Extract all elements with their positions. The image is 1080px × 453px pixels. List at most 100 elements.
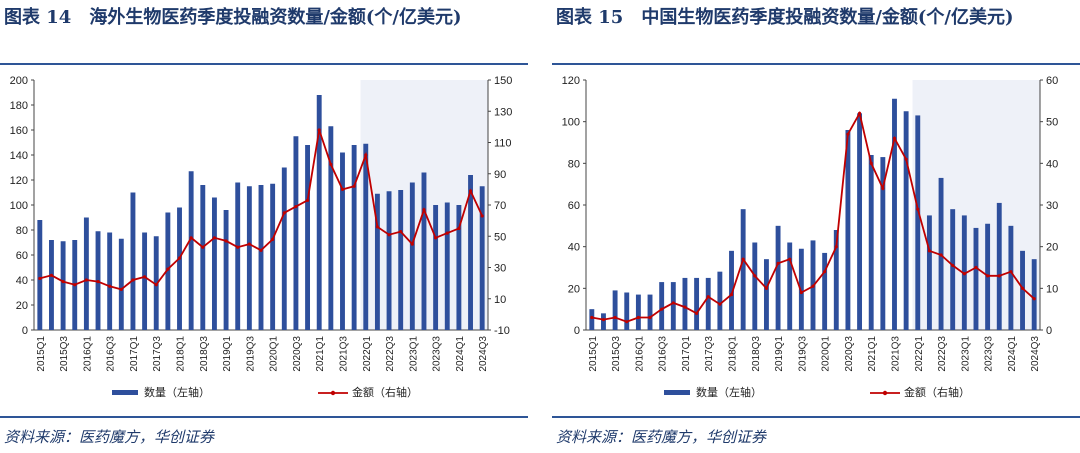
line-point: [823, 270, 827, 274]
x-tick-label: 2018Q3: [751, 336, 762, 372]
bar: [421, 172, 427, 330]
line-point: [671, 301, 675, 305]
bar: [868, 155, 874, 330]
bar: [433, 205, 439, 330]
x-tick-label: 2023Q3: [984, 336, 995, 372]
line-point: [904, 157, 908, 161]
line-point: [927, 249, 932, 253]
right-axis-tick-label: 70: [494, 200, 506, 212]
line-point: [601, 317, 606, 322]
x-tick-label: 2024Q1: [1007, 336, 1018, 372]
line-point: [422, 208, 426, 212]
bar: [729, 250, 734, 330]
line-point: [61, 279, 65, 284]
line-point: [445, 231, 449, 235]
x-tick-label: 2015Q1: [588, 336, 599, 372]
legend-bar-swatch: [664, 390, 690, 395]
line-point: [480, 214, 484, 218]
line-point: [753, 274, 757, 278]
right-axis-tick-label: 30: [1046, 200, 1058, 212]
line-point: [916, 207, 920, 211]
right-axis-tick-label: 50: [1046, 117, 1058, 129]
bar: [763, 259, 769, 330]
line-point: [648, 315, 652, 320]
bar: [363, 143, 369, 330]
x-tick-label: 2016Q1: [634, 336, 645, 372]
x-tick-label: 2015Q3: [59, 336, 70, 372]
source-rule: [552, 416, 1080, 418]
x-tick-label: 2016Q3: [658, 336, 669, 372]
bar: [973, 227, 979, 330]
bar: [83, 217, 89, 330]
line-point: [660, 307, 664, 311]
right-axis-tick-label: 150: [494, 75, 512, 87]
line-point: [96, 279, 100, 284]
chart-title: 图表 15 中国生物医药季度投融资数量/金额(个/亿美元): [556, 7, 1014, 28]
legend-line-marker: [882, 390, 888, 396]
bar: [177, 207, 182, 330]
bar: [717, 271, 723, 330]
line-point: [352, 184, 356, 188]
bar: [235, 182, 241, 330]
x-tick-label: 2017Q3: [704, 336, 715, 372]
left-axis-tick-label: 200: [10, 75, 28, 87]
legend-line-label: 金额（右轴）: [904, 385, 970, 399]
left-axis-tick-label: 100: [562, 117, 580, 129]
bar: [142, 232, 148, 330]
line-point: [590, 315, 594, 320]
bar: [328, 126, 334, 330]
line-point: [799, 290, 803, 295]
line-point: [729, 292, 734, 297]
left-axis-tick-label: 40: [568, 242, 580, 254]
line-point: [636, 315, 640, 320]
line-point: [718, 302, 722, 306]
bar: [787, 242, 793, 330]
bar: [1020, 250, 1025, 330]
bar: [223, 210, 229, 330]
x-tick-label: 2021Q3: [890, 336, 901, 372]
left-axis-tick-label: 20: [16, 300, 28, 312]
line-point: [1009, 270, 1013, 274]
chart-panel-right: 图表 15 中国生物医药季度投融资数量/金额(个/亿美元) 0 20 40 60 80 1…: [552, 0, 1080, 453]
x-tick-label: 2021Q1: [867, 336, 878, 372]
line-point: [108, 284, 112, 288]
bar: [49, 240, 54, 330]
bar: [118, 238, 124, 330]
bar: [845, 130, 851, 330]
x-tick-label: 2019Q1: [774, 336, 785, 372]
line-point: [892, 136, 897, 140]
bar: [601, 313, 606, 330]
bar: [258, 185, 264, 330]
bar: [316, 95, 322, 330]
left-axis-tick-label: 0: [22, 325, 28, 337]
x-tick-label: 2024Q1: [455, 336, 466, 372]
left-axis-tick-label: 180: [10, 100, 28, 112]
line-point: [282, 211, 286, 215]
bar: [456, 205, 462, 330]
legend-bar-label: 数量（左轴）: [696, 385, 762, 399]
title-rule: [0, 63, 528, 65]
x-tick-label: 2018Q1: [728, 336, 739, 372]
line-point: [764, 286, 769, 290]
left-axis-tick-label: 100: [10, 200, 28, 212]
line-point: [846, 132, 850, 136]
line-point: [201, 245, 205, 249]
x-tick-label: 2020Q3: [844, 336, 855, 372]
left-axis-tick-label: 80: [16, 225, 28, 237]
line-point: [694, 311, 699, 315]
x-tick-label: 2020Q1: [821, 336, 832, 372]
bar: [270, 183, 276, 330]
legend-line-label: 金额（右轴）: [352, 385, 418, 399]
title-rule: [552, 63, 1080, 65]
line-point: [399, 229, 403, 234]
bar: [468, 175, 473, 330]
line-point: [962, 272, 966, 276]
line-point: [212, 236, 217, 240]
line-point: [247, 242, 251, 246]
left-axis-tick-label: 160: [10, 125, 28, 137]
line-point: [1020, 286, 1025, 290]
bar: [775, 225, 781, 330]
line-point: [49, 273, 54, 277]
bar: [635, 294, 641, 330]
line-point: [834, 245, 838, 249]
